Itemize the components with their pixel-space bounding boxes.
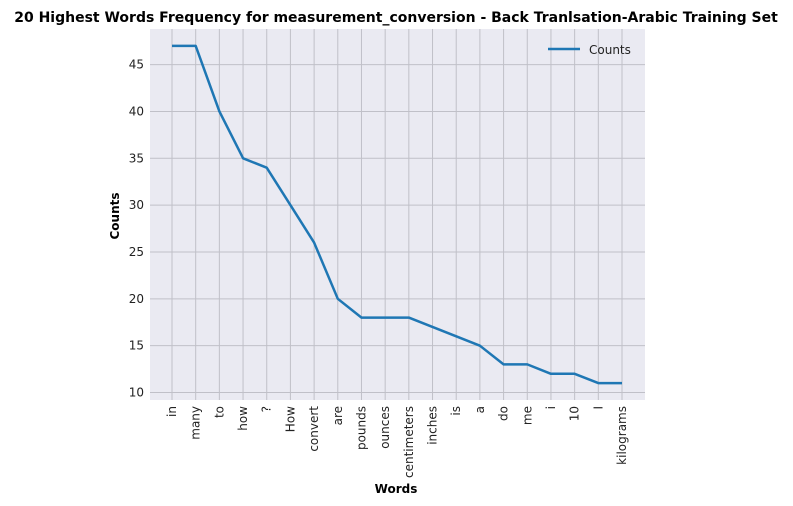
chart-title: 20 Highest Words Frequency for measureme… <box>14 10 778 26</box>
x-tick-label: convert <box>307 406 321 452</box>
y-tick-label: 25 <box>129 245 144 259</box>
x-axis-ticks: in many to how? How convert are pounds ounces cen… <box>165 406 629 478</box>
x-tick-label: me <box>520 406 534 425</box>
y-tick-label: 45 <box>129 58 144 72</box>
y-tick-label: 35 <box>129 151 144 165</box>
y-tick-label: 40 <box>129 104 144 118</box>
x-tick-label: are <box>331 406 345 425</box>
x-tick-label: ounces <box>378 406 392 449</box>
y-axis-label: Counts <box>108 192 122 239</box>
x-tick-label: inches <box>426 406 440 445</box>
grid <box>150 29 645 400</box>
x-tick-label: many <box>189 406 203 440</box>
x-tick-label: how <box>236 406 250 431</box>
legend: Counts <box>548 43 631 57</box>
x-tick-label: pounds <box>354 406 368 450</box>
y-tick-label: 30 <box>129 198 144 212</box>
x-tick-label: in <box>165 406 179 417</box>
y-tick-label: 20 <box>129 292 144 306</box>
y-tick-label: 10 <box>129 386 144 400</box>
x-tick-label: i <box>544 406 558 409</box>
legend-label: Counts <box>589 43 631 57</box>
x-tick-label: kilograms <box>615 406 629 465</box>
x-axis-label: Words <box>375 482 418 496</box>
x-tick-label: centimeters <box>402 406 416 478</box>
y-axis-ticks: 10 15 20 25 30 35 40 45 <box>129 58 144 400</box>
x-tick-label: How <box>283 406 297 432</box>
x-tick-label: do <box>497 406 511 421</box>
series-layer <box>172 44 622 385</box>
x-tick-label: 10 <box>568 406 582 421</box>
y-tick-label: 15 <box>129 339 144 353</box>
series-line-counts <box>172 44 622 385</box>
x-tick-label: I <box>591 406 605 410</box>
x-tick-label: is <box>449 406 463 416</box>
x-tick-label: ? <box>260 406 274 412</box>
x-tick-label: to <box>212 406 226 418</box>
plot-area <box>150 29 645 400</box>
x-tick-label: a <box>473 406 487 413</box>
